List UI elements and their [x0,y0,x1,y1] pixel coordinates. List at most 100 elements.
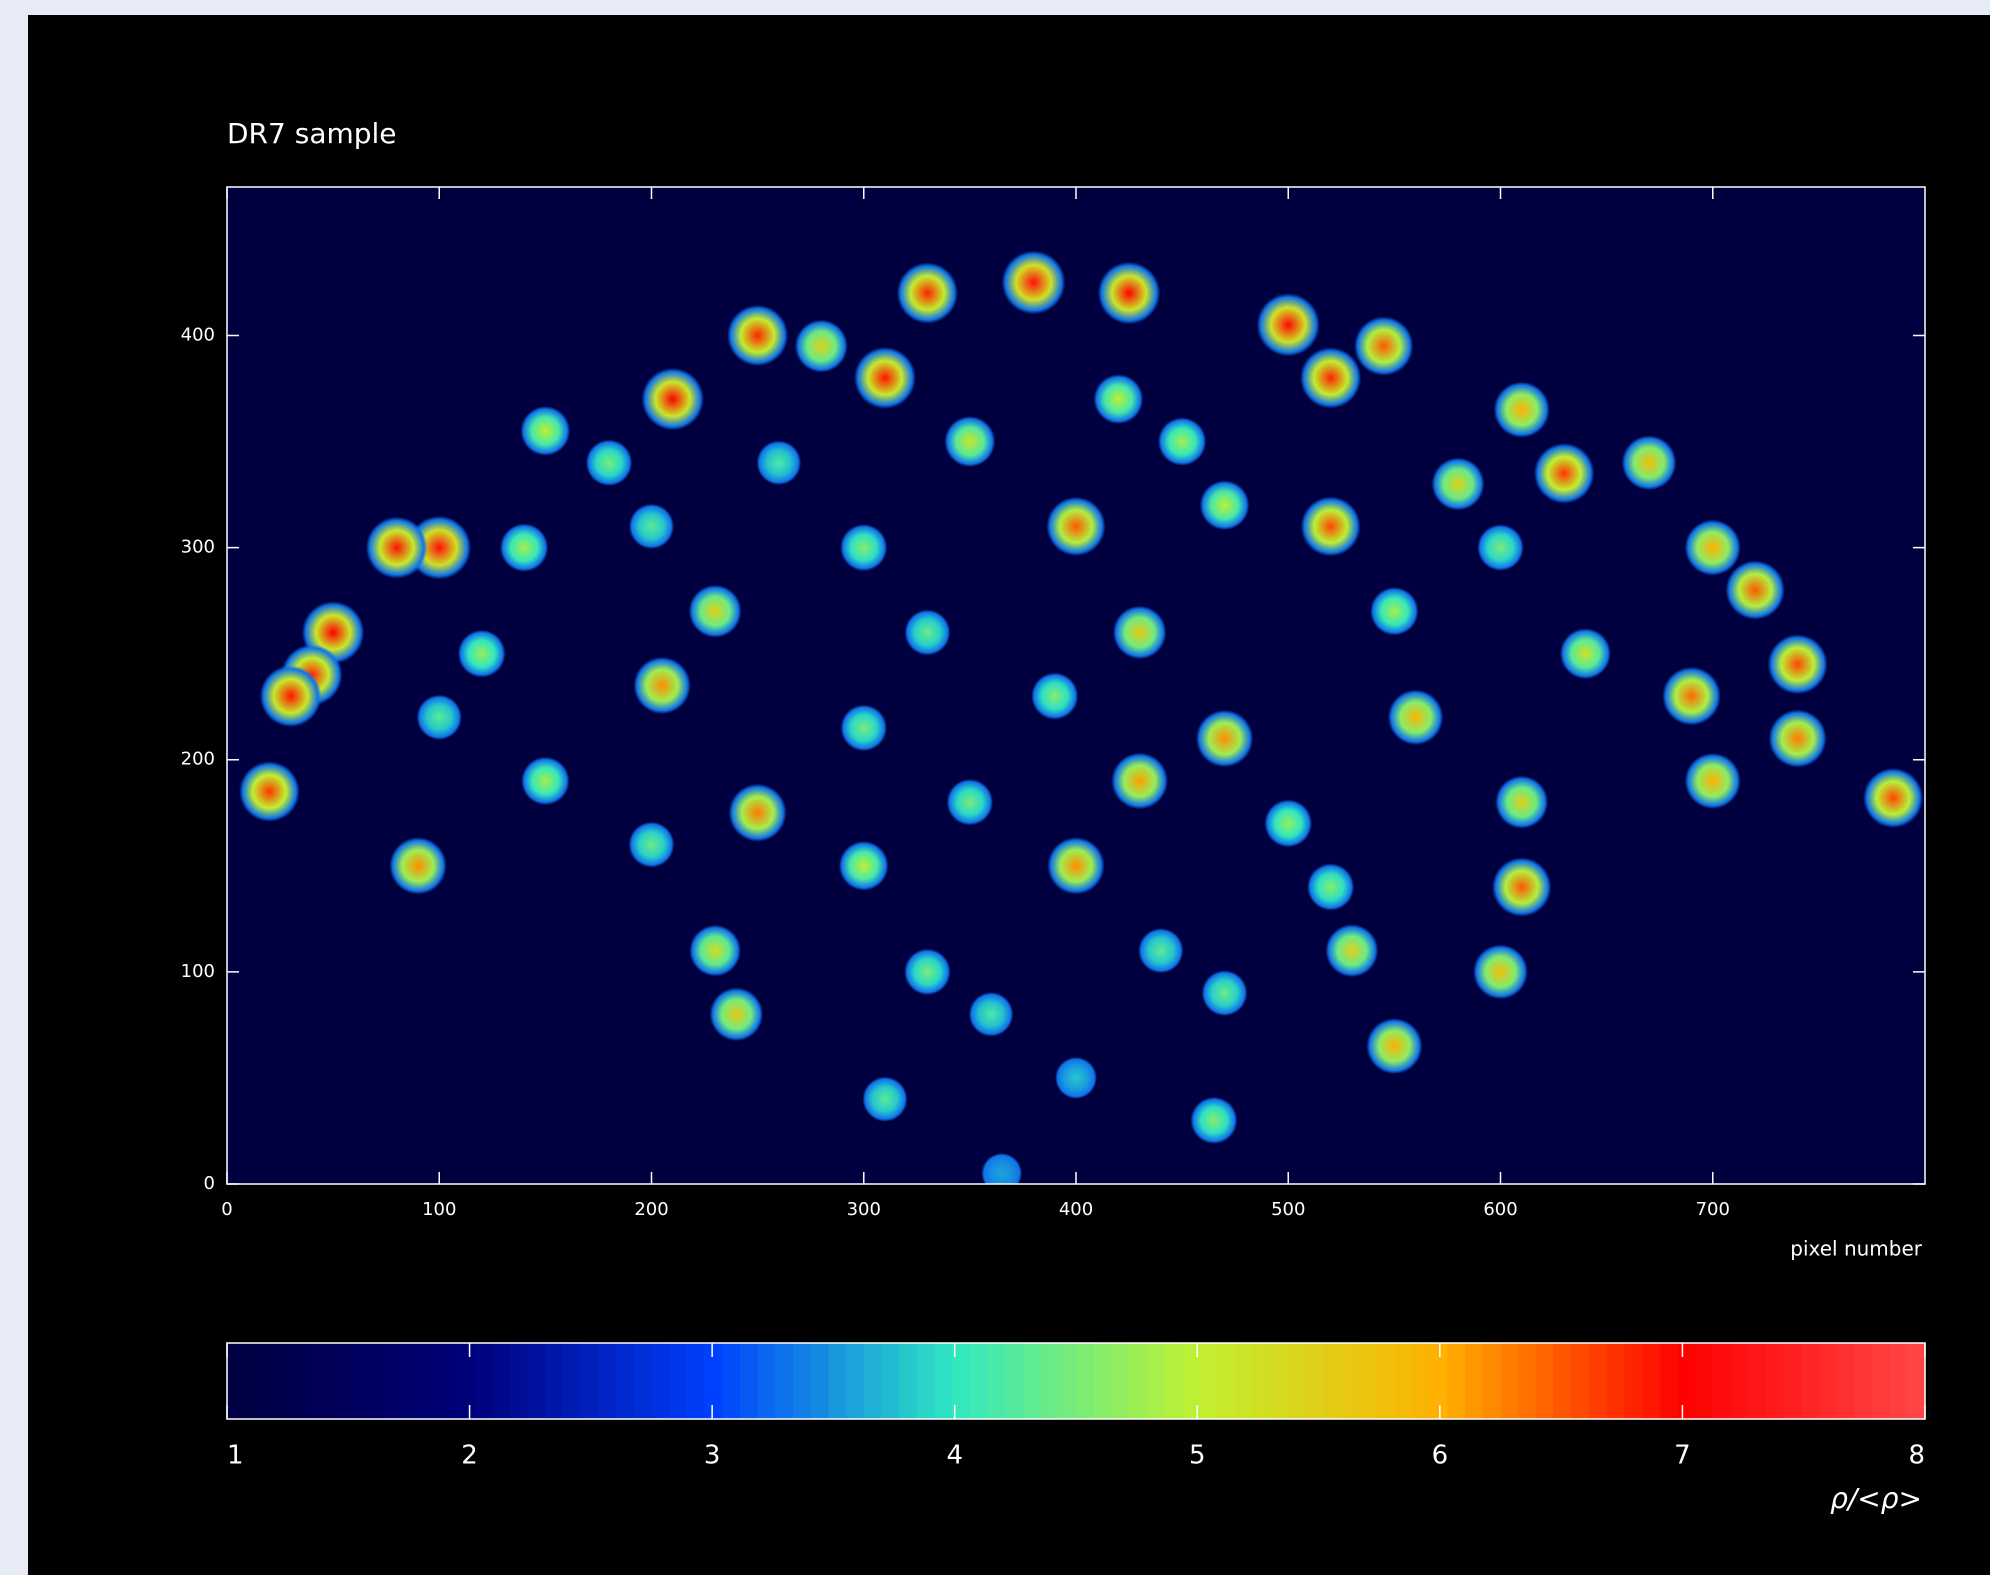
colorbar-frame [226,1342,1926,1420]
chart-title: DR7 sample [227,117,397,150]
density-blob [946,778,994,826]
density-blob [633,656,691,715]
density-blob [794,319,848,373]
density-blob [1112,605,1167,660]
y-tick-label: 400 [181,324,215,345]
density-blob [728,783,787,842]
density-blob [1533,443,1595,504]
density-blob [1199,480,1250,530]
x-tick-label: 400 [1059,1199,1093,1220]
y-tick-label: 300 [181,537,215,558]
density-blob [1495,775,1549,829]
density-blob [1097,261,1161,325]
density-blob [1201,970,1248,1016]
density-blob [1307,863,1355,911]
x-tick-label: 100 [422,1199,456,1220]
density-blob [688,584,742,638]
colorbar-tick-label: 4 [946,1441,963,1471]
colorbar-tick-label: 3 [704,1441,721,1471]
colorbar-label: ρ/<ρ> [1830,1482,1922,1515]
density-blob [981,1153,1023,1184]
density-blob [1387,689,1444,745]
density-blob [499,523,549,572]
density-blob [628,821,675,868]
colorbar-tick-label: 2 [461,1441,478,1471]
y-tick-label: 200 [181,749,215,770]
density-blob [1684,752,1741,809]
density-blob [1325,924,1379,978]
density-blob [1767,634,1828,695]
x-tick-label: 600 [1483,1199,1517,1220]
density-blob [1138,928,1184,974]
colorbar-tick-label: 5 [1189,1441,1206,1471]
x-tick-label: 300 [847,1199,881,1220]
density-blob [1157,417,1207,466]
density-blob [1055,1056,1097,1099]
density-blob [838,841,889,891]
density-blob [521,756,570,806]
density-blob [239,761,300,822]
density-blob [1684,519,1741,576]
density-blob [259,665,322,727]
y-tick-label: 0 [204,1173,215,1194]
density-blob [1477,524,1524,571]
density-blob [1473,944,1528,1000]
density-blob [1492,857,1552,917]
density-blob [1190,1096,1238,1144]
plot-background [227,187,1925,1184]
density-blob [407,515,472,580]
density-blob [1662,666,1721,726]
density-blob [1300,496,1361,557]
density-blob [1370,587,1419,636]
density-blob [904,609,951,656]
density-blob [641,367,704,431]
colorbar-tick-label: 7 [1674,1441,1691,1471]
density-blob [585,439,633,486]
density-blob [1001,250,1066,315]
density-blob [389,837,447,895]
density-blob [689,924,741,977]
density-blob [840,524,888,572]
density-blob [1031,672,1079,720]
x-tick-label: 500 [1271,1199,1305,1220]
density-blob [1431,457,1485,511]
colorbar-tick-label: 8 [1908,1441,1925,1471]
density-field [239,250,1924,1184]
density-blob [1195,709,1254,768]
density-blob [520,406,571,456]
density-blob [1111,752,1168,810]
density-blob [944,416,996,467]
density-blob [416,694,462,740]
density-blob [709,987,764,1042]
density-blob [854,347,916,409]
x-tick-label: 700 [1696,1199,1730,1220]
density-blob [1046,496,1106,557]
density-blob [1354,316,1414,376]
density-blob [1621,435,1677,491]
density-blob [1093,374,1144,424]
density-blob [968,992,1014,1037]
density-blob [1366,1018,1423,1075]
density-blob [904,948,951,996]
density-blob [862,1076,908,1122]
colorbar-scale [227,1343,1926,1419]
x-tick-label: 0 [221,1199,232,1220]
density-blob [840,704,887,752]
density-blob [365,516,428,579]
density-blob [1559,628,1611,680]
density-blob [457,629,506,678]
density-blob [1256,293,1320,357]
density-blob [1725,560,1785,620]
density-blob [727,304,789,367]
density-blob [1493,381,1550,438]
density-blob [1047,837,1105,895]
density-blob [756,440,802,486]
x-tick-label: 200 [634,1199,668,1220]
density-blob [896,262,958,324]
y-tick-label: 100 [181,961,215,982]
density-blob [1768,709,1827,768]
colorbar-tick-label: 6 [1432,1441,1449,1471]
x-axis-label: pixel number [1790,1237,1923,1261]
